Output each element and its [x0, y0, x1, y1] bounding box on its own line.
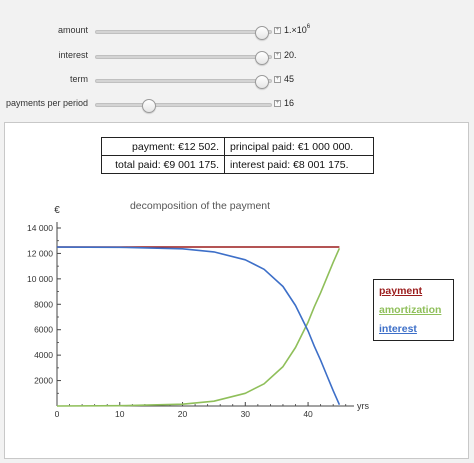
- plus-icon[interactable]: +: [274, 52, 281, 59]
- legend-item-amortization: amortization: [379, 304, 442, 316]
- slider-row-interest: interest + 20.: [0, 47, 474, 67]
- slider-thumb[interactable]: [255, 75, 270, 89]
- slider-label-interest: interest: [58, 50, 88, 60]
- slider-value-interest: 20.: [284, 50, 297, 60]
- slider-thumb[interactable]: [255, 26, 270, 40]
- slider-label-amount: amount: [57, 25, 88, 35]
- total-paid-cell: total paid: €9 001 175.: [101, 155, 225, 174]
- slider-row-amount: amount + 1.×106: [0, 22, 474, 42]
- slider-row-term: term + 45: [0, 71, 474, 91]
- slider-value-payments-per-period: 16: [284, 98, 295, 108]
- slider-row-payments-per-period: payments per period + 16: [0, 95, 474, 115]
- slider-thumb[interactable]: [255, 51, 270, 65]
- slider-value-amount: 1.×106: [284, 24, 311, 35]
- summary-table: payment: €12 502. principal paid: €1 000…: [101, 137, 374, 174]
- slider-value-term: 45: [284, 74, 295, 84]
- plus-icon[interactable]: +: [274, 27, 281, 34]
- slider-thumb[interactable]: [141, 99, 156, 113]
- table-row: payment: €12 502. principal paid: €1 000…: [101, 137, 374, 156]
- term-slider[interactable]: [95, 75, 272, 89]
- payments-per-period-slider[interactable]: [95, 99, 272, 113]
- slider-label-payments-per-period: payments per period: [5, 98, 88, 108]
- amount-slider[interactable]: [95, 26, 272, 40]
- controls-panel: amount + 1.×106 interest + 20. term + 45…: [0, 0, 474, 122]
- legend-item-interest: interest: [379, 323, 417, 335]
- interest-slider[interactable]: [95, 51, 272, 65]
- slider-label-term: term: [70, 74, 88, 84]
- plus-icon[interactable]: +: [274, 76, 281, 83]
- payment-cell: payment: €12 502.: [101, 137, 225, 156]
- table-row: total paid: €9 001 175. interest paid: €…: [101, 155, 374, 174]
- legend-item-payment: payment: [379, 285, 423, 297]
- interest-paid-cell: interest paid: €8 001 175.: [224, 155, 374, 174]
- chart-legend: payment amortization interest: [373, 279, 454, 341]
- principal-paid-cell: principal paid: €1 000 000.: [224, 137, 374, 156]
- plus-icon[interactable]: +: [274, 100, 281, 107]
